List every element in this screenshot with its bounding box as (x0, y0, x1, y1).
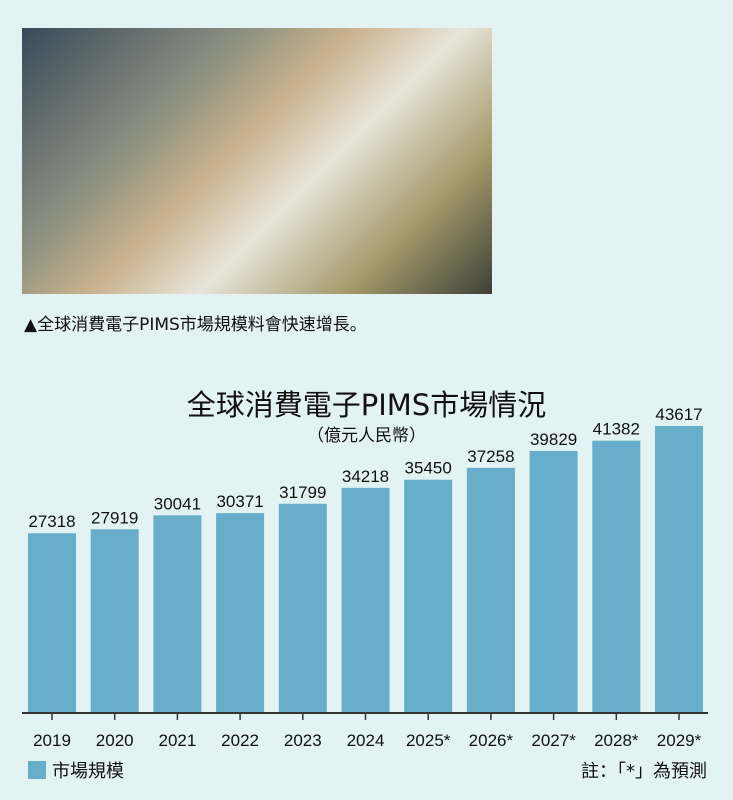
bar (655, 426, 703, 713)
chart-title: 全球消費電子PIMS市場情況 (186, 388, 547, 422)
legend-swatch (28, 761, 46, 779)
x-tick-label: 2019 (33, 731, 71, 750)
data-label: 31799 (279, 483, 326, 502)
bar (90, 529, 139, 713)
x-tick-label: 2027* (531, 731, 576, 750)
x-tick-label: 2024 (347, 731, 385, 750)
bar (529, 450, 578, 713)
bar (28, 533, 76, 713)
legend: 市場規模 (28, 757, 124, 783)
data-label: 41382 (593, 420, 640, 439)
bar (592, 440, 641, 713)
x-tick-label: 2021 (158, 731, 196, 750)
data-label: 27318 (28, 512, 75, 531)
bar (466, 467, 515, 713)
x-tick-label: 2020 (96, 731, 134, 750)
data-label: 43617 (655, 405, 702, 424)
data-label: 35450 (405, 459, 452, 478)
data-label: 27919 (91, 508, 138, 527)
photo-caption: ▲全球消費電子PIMS市場規模料會快速增長。 (24, 315, 367, 335)
bar (153, 515, 202, 713)
data-label: 30041 (154, 494, 201, 513)
x-tick-label: 2026* (469, 731, 514, 750)
x-tick-label: 2025* (406, 731, 451, 750)
x-tick-label: 2029* (657, 731, 702, 750)
x-tick-label: 2028* (594, 731, 639, 750)
legend-label: 市場規模 (52, 761, 124, 782)
bar (216, 513, 265, 713)
bar (341, 487, 390, 713)
data-label: 37258 (467, 447, 514, 466)
bar (278, 503, 327, 713)
product-photo (22, 28, 492, 294)
bar (404, 479, 453, 713)
x-tick-label: 2023 (284, 731, 322, 750)
data-label: 39829 (530, 430, 577, 449)
chart-subtitle: （億元人民幣） (307, 426, 426, 446)
data-label: 30371 (216, 492, 263, 511)
x-tick-label: 2022 (221, 731, 259, 750)
forecast-note: 註：「*」為預測 (581, 761, 707, 782)
data-label: 34218 (342, 467, 389, 486)
